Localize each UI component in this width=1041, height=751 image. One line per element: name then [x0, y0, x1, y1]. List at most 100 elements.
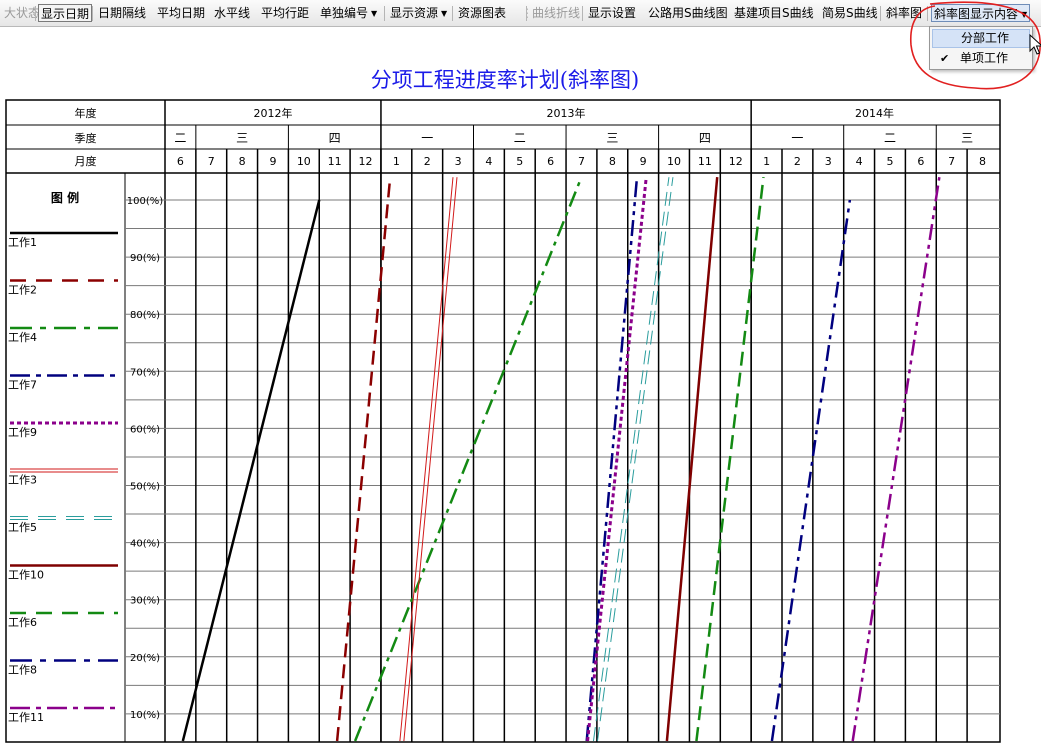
menu-item-label: 单项工作 [960, 51, 1009, 65]
dropdown-arrow-icon: ▼ [441, 9, 448, 18]
series-line-8 [695, 177, 765, 742]
series-line-4 [586, 177, 648, 742]
quarter-label: 三 [606, 131, 618, 145]
toolbar-display-settings-button[interactable]: 显示设置 [586, 4, 638, 22]
series-line-0 [181, 199, 321, 742]
y-axis-label: 10(%) [130, 710, 160, 721]
toolbar-simple-s-curve-button[interactable]: 简易S曲线 [820, 4, 880, 22]
legend-label: 工作4 [8, 331, 37, 344]
dropdown-arrow-icon: ▼ [371, 9, 378, 18]
toolbar-highway-s-curve-button[interactable]: 公路用S曲线图 [646, 4, 730, 22]
month-label: 9 [269, 155, 276, 168]
legend-label: 工作11 [8, 711, 44, 724]
month-label: 11 [328, 155, 342, 168]
series-line-5 [399, 177, 454, 742]
toolbar-grip-icon: ⋮ [521, 6, 533, 20]
legend-label: 工作9 [8, 426, 37, 439]
legend-label: 工作1 [8, 236, 37, 249]
month-label: 8 [239, 155, 246, 168]
quarter-label: 二 [514, 131, 526, 145]
month-label: 7 [208, 155, 215, 168]
y-axis-label: 50(%) [130, 482, 160, 493]
month-label: 10 [297, 155, 311, 168]
toolbar-status-button[interactable]: 大状态 [2, 4, 42, 22]
toolbar-date-divider-button[interactable]: 日期隔线 [96, 4, 148, 22]
toolbar-separator [384, 6, 385, 21]
quarter-label: 四 [329, 131, 341, 145]
toolbar-button-label: 基建项目S曲线 [734, 6, 814, 20]
toolbar-show-date-button[interactable]: 显示日期 [38, 4, 93, 22]
y-axis-label: 30(%) [130, 596, 160, 607]
month-label: 6 [547, 155, 554, 168]
y-axis-label: 40(%) [130, 539, 160, 550]
y-axis-label: 90(%) [130, 253, 160, 264]
legend-label: 工作7 [8, 379, 37, 392]
quarter-label: 二 [174, 131, 186, 145]
quarter-header-label: 季度 [75, 131, 97, 145]
toolbar-button-label: 显示设置 [588, 6, 637, 20]
year-label: 2013年 [547, 106, 586, 120]
slope-display-menu: 分部工作 ✔ 单项工作 [929, 26, 1033, 70]
y-axis-label: 100(%) [127, 196, 163, 207]
menu-item-1[interactable]: ✔ 单项工作 [932, 49, 1030, 68]
toolbar-button-label: 大状态 [4, 6, 41, 20]
series-line-6 [592, 177, 670, 742]
legend-label: 工作2 [8, 284, 37, 297]
year-label: 2014年 [855, 106, 894, 120]
chart-title: 分项工程进度率计划(斜率图) [370, 68, 640, 92]
toolbar-resource-chart-button[interactable]: 资源图表 [456, 4, 508, 22]
month-label: 5 [886, 155, 893, 168]
month-label: 8 [979, 155, 986, 168]
series-line-7 [665, 177, 719, 742]
y-axis-label: 60(%) [130, 424, 160, 435]
quarter-label: 四 [699, 131, 711, 145]
month-label: 8 [609, 155, 616, 168]
month-label: 3 [825, 155, 832, 168]
toolbar-avg-row-spacing-button[interactable]: 平均行距 [259, 4, 311, 22]
quarter-label: 一 [791, 131, 803, 145]
toolbar-single-number-button[interactable]: 单独编号 ▼ [318, 4, 379, 22]
series-line-3 [585, 177, 639, 742]
toolbar-separator [452, 6, 453, 21]
menu-item-0[interactable]: 分部工作 [932, 29, 1030, 48]
toolbar-horizontal-line-button[interactable]: 水平线 [212, 4, 252, 22]
toolbar-curve-polyline-button[interactable]: 曲线折线 [530, 4, 582, 22]
quarter-label: 三 [961, 131, 973, 145]
menu-item-label: 分部工作 [961, 31, 1010, 45]
quarter-label: 一 [421, 131, 433, 145]
y-axis-label: 80(%) [130, 310, 160, 321]
series-line-6 [596, 177, 674, 742]
series-line-10 [851, 176, 941, 742]
toolbar-avg-date-button[interactable]: 平均日期 [155, 4, 207, 22]
month-label: 11 [698, 155, 712, 168]
toolbar-show-resources-button[interactable]: 显示资源 ▼ [388, 4, 449, 22]
legend-label: 工作5 [8, 521, 37, 534]
month-label: 5 [516, 155, 523, 168]
month-label: 9 [640, 155, 647, 168]
toolbar-separator [582, 6, 583, 21]
month-label: 10 [667, 155, 681, 168]
month-label: 6 [917, 155, 924, 168]
legend-title: 图 例 [51, 190, 79, 205]
month-label: 12 [359, 155, 373, 168]
y-axis-label: 20(%) [130, 653, 160, 664]
month-label: 4 [485, 155, 492, 168]
toolbar-button-label: 平均行距 [261, 6, 310, 20]
series-line-1 [335, 177, 392, 742]
toolbar-button-label: 单独编号 [320, 6, 369, 20]
toolbar-separator [880, 6, 881, 21]
toolbar-button-label: 简易S曲线 [822, 6, 878, 20]
toolbar-separator [92, 6, 93, 21]
toolbar-construction-s-curve-button[interactable]: 基建项目S曲线 [732, 4, 816, 22]
checkmark-icon: ✔ [940, 52, 950, 65]
legend-label: 工作8 [8, 664, 37, 677]
series-line-2 [353, 176, 583, 742]
toolbar-button-label: 资源图表 [458, 6, 507, 20]
month-header-label: 月度 [75, 154, 97, 168]
quarter-label: 二 [884, 131, 896, 145]
legend-label: 工作3 [8, 474, 37, 487]
toolbar-button-label: 曲线折线 [532, 6, 581, 20]
toolbar-button-label: 显示日期 [41, 7, 90, 21]
month-label: 12 [729, 155, 743, 168]
